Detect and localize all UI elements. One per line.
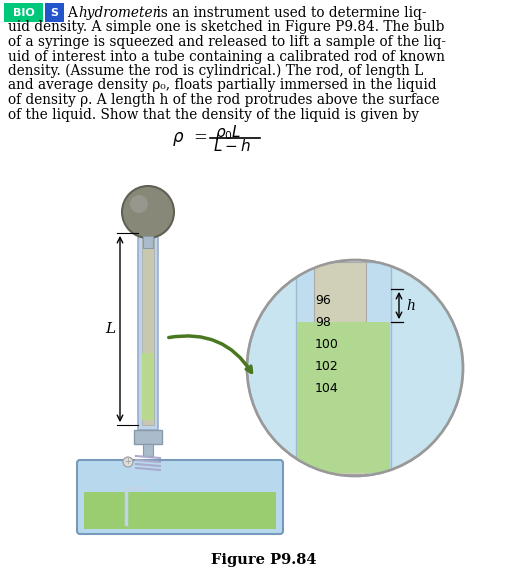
FancyBboxPatch shape xyxy=(4,3,43,22)
Text: density. (Assume the rod is cylindrical.) The rod, of length L: density. (Assume the rod is cylindrical.… xyxy=(8,64,423,78)
Text: 98: 98 xyxy=(315,316,331,328)
Text: Figure P9.84: Figure P9.84 xyxy=(211,553,317,567)
Text: is an instrument used to determine liq-: is an instrument used to determine liq- xyxy=(152,6,427,20)
Bar xyxy=(142,353,154,420)
Text: 100: 100 xyxy=(315,337,339,351)
Text: $\rho_0 L$: $\rho_0 L$ xyxy=(215,122,241,141)
Text: uid of interest into a tube containing a calibrated rod of known: uid of interest into a tube containing a… xyxy=(8,50,445,63)
Text: uid density. A simple one is sketched in Figure P9.84. The bulb: uid density. A simple one is sketched in… xyxy=(8,21,445,34)
Text: of the liquid. Show that the density of the liquid is given by: of the liquid. Show that the density of … xyxy=(8,108,419,121)
Text: $L - h$: $L - h$ xyxy=(213,138,251,154)
Text: of a syringe is squeezed and released to lift a sample of the liq-: of a syringe is squeezed and released to… xyxy=(8,35,446,49)
Text: of density ρ. A length h of the rod protrudes above the surface: of density ρ. A length h of the rod prot… xyxy=(8,93,440,107)
Bar xyxy=(297,322,390,473)
Text: L: L xyxy=(105,322,115,336)
Text: +: + xyxy=(125,458,131,467)
Bar xyxy=(314,262,366,474)
Text: and average density ρ₀, floats partially immersed in the liquid: and average density ρ₀, floats partially… xyxy=(8,78,437,93)
Bar xyxy=(142,233,154,425)
FancyBboxPatch shape xyxy=(77,460,283,534)
Text: $\rho$  =: $\rho$ = xyxy=(172,130,208,148)
Text: 104: 104 xyxy=(315,382,339,395)
FancyBboxPatch shape xyxy=(45,3,64,22)
Bar xyxy=(138,228,158,430)
Bar xyxy=(296,262,391,474)
Text: 96: 96 xyxy=(315,293,331,307)
Circle shape xyxy=(130,195,148,213)
Text: S: S xyxy=(51,7,59,18)
Bar xyxy=(143,236,153,248)
Bar xyxy=(134,430,162,444)
Text: h: h xyxy=(406,299,415,312)
Text: BIO: BIO xyxy=(13,7,34,18)
Text: 102: 102 xyxy=(315,359,339,372)
Circle shape xyxy=(247,260,463,476)
Circle shape xyxy=(122,186,174,238)
Text: hydrometer: hydrometer xyxy=(78,6,159,20)
Circle shape xyxy=(123,457,133,467)
Text: A: A xyxy=(67,6,81,20)
Bar xyxy=(84,491,276,529)
Bar xyxy=(143,444,153,456)
